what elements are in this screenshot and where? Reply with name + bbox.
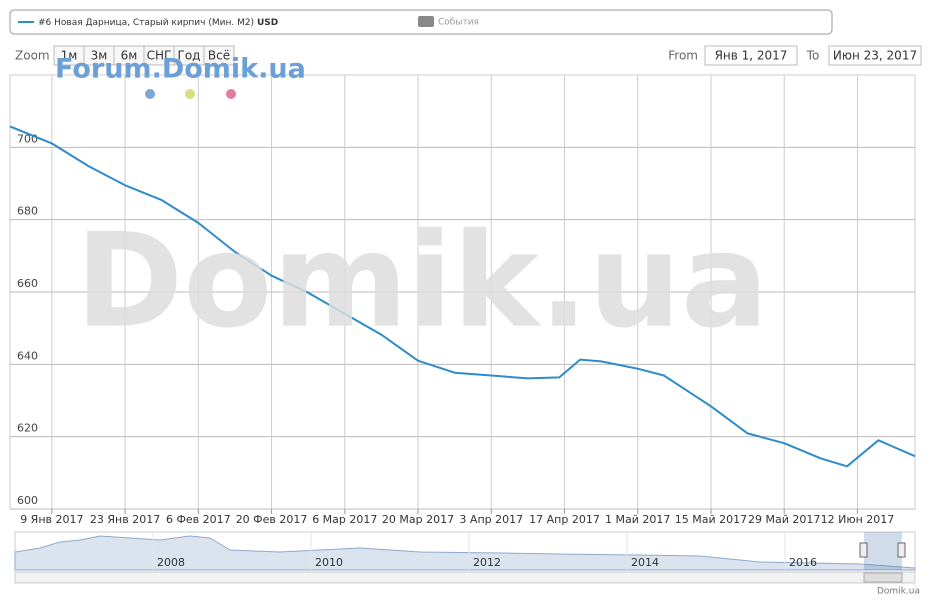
decor-dot xyxy=(185,89,195,99)
from-label: From xyxy=(668,49,698,63)
navigator-year: 2014 xyxy=(631,556,659,569)
zoom-button-label[interactable]: Всё xyxy=(208,49,230,63)
navigator-year: 2016 xyxy=(789,556,817,569)
x-tick-label: 6 Фев 2017 xyxy=(166,513,231,526)
y-tick-label: 660 xyxy=(17,277,38,290)
navigator-handle[interactable] xyxy=(897,542,906,558)
y-tick-label: 640 xyxy=(17,349,38,362)
to-value[interactable]: Июн 23, 2017 xyxy=(833,49,917,63)
legend-swatch xyxy=(418,16,434,27)
legend-item[interactable]: #6 Новая Дарница, Старый кирпич (Мин. М2… xyxy=(38,18,278,28)
navigator-handle[interactable] xyxy=(859,542,868,558)
zoom-button-label[interactable]: 1м xyxy=(61,49,78,63)
navigator-mask[interactable] xyxy=(864,532,902,570)
x-tick-label: 29 Май 2017 xyxy=(748,513,820,526)
zoom-button[interactable] xyxy=(203,45,235,66)
x-tick-label: 15 Май 2017 xyxy=(675,513,747,526)
navigator-year: 2010 xyxy=(315,556,343,569)
x-tick-label: 12 Июн 2017 xyxy=(821,513,895,526)
navigator-year: 2012 xyxy=(473,556,501,569)
zoom-label: Zoom xyxy=(15,49,50,63)
x-tick-label: 17 Апр 2017 xyxy=(529,513,600,526)
navigator-year: 2008 xyxy=(157,556,185,569)
x-tick-label: 3 Апр 2017 xyxy=(459,513,523,526)
x-tick-label: 20 Мар 2017 xyxy=(382,513,454,526)
zoom-button-label[interactable]: 3м xyxy=(91,49,108,63)
x-tick-label: 1 Май 2017 xyxy=(605,513,670,526)
zoom-button-label[interactable]: СНГ xyxy=(147,49,172,63)
watermark: Forum.Domik.ua xyxy=(55,54,306,85)
y-tick-label: 680 xyxy=(17,205,38,218)
x-tick-label: 20 Фев 2017 xyxy=(236,513,308,526)
y-tick-label: 620 xyxy=(17,422,38,435)
watermark: Domik.ua xyxy=(75,205,768,357)
series-line xyxy=(9,125,916,468)
to-input[interactable] xyxy=(828,45,922,66)
zoom-button-label[interactable]: Год xyxy=(178,49,201,63)
credit[interactable]: Domik.ua xyxy=(877,587,920,597)
zoom-button-label[interactable]: 6м xyxy=(121,49,138,63)
from-input[interactable] xyxy=(704,45,798,66)
x-tick-label: 6 Мар 2017 xyxy=(312,513,377,526)
y-tick-label: 600 xyxy=(17,494,38,507)
scrollbar[interactable] xyxy=(14,571,916,584)
decor-dot xyxy=(145,89,155,99)
x-tick-label: 23 Янв 2017 xyxy=(90,513,160,526)
navigator-series xyxy=(14,535,916,571)
decor-dot xyxy=(226,89,236,99)
scrollbar-thumb[interactable] xyxy=(863,572,903,583)
to-label: To xyxy=(806,49,820,63)
x-tick-label: 9 Янв 2017 xyxy=(20,513,83,526)
legend-item[interactable]: События xyxy=(438,18,479,28)
from-value[interactable]: Янв 1, 2017 xyxy=(715,49,788,63)
navigator: 2008 2010 2012 2014 2016 xyxy=(14,531,916,584)
